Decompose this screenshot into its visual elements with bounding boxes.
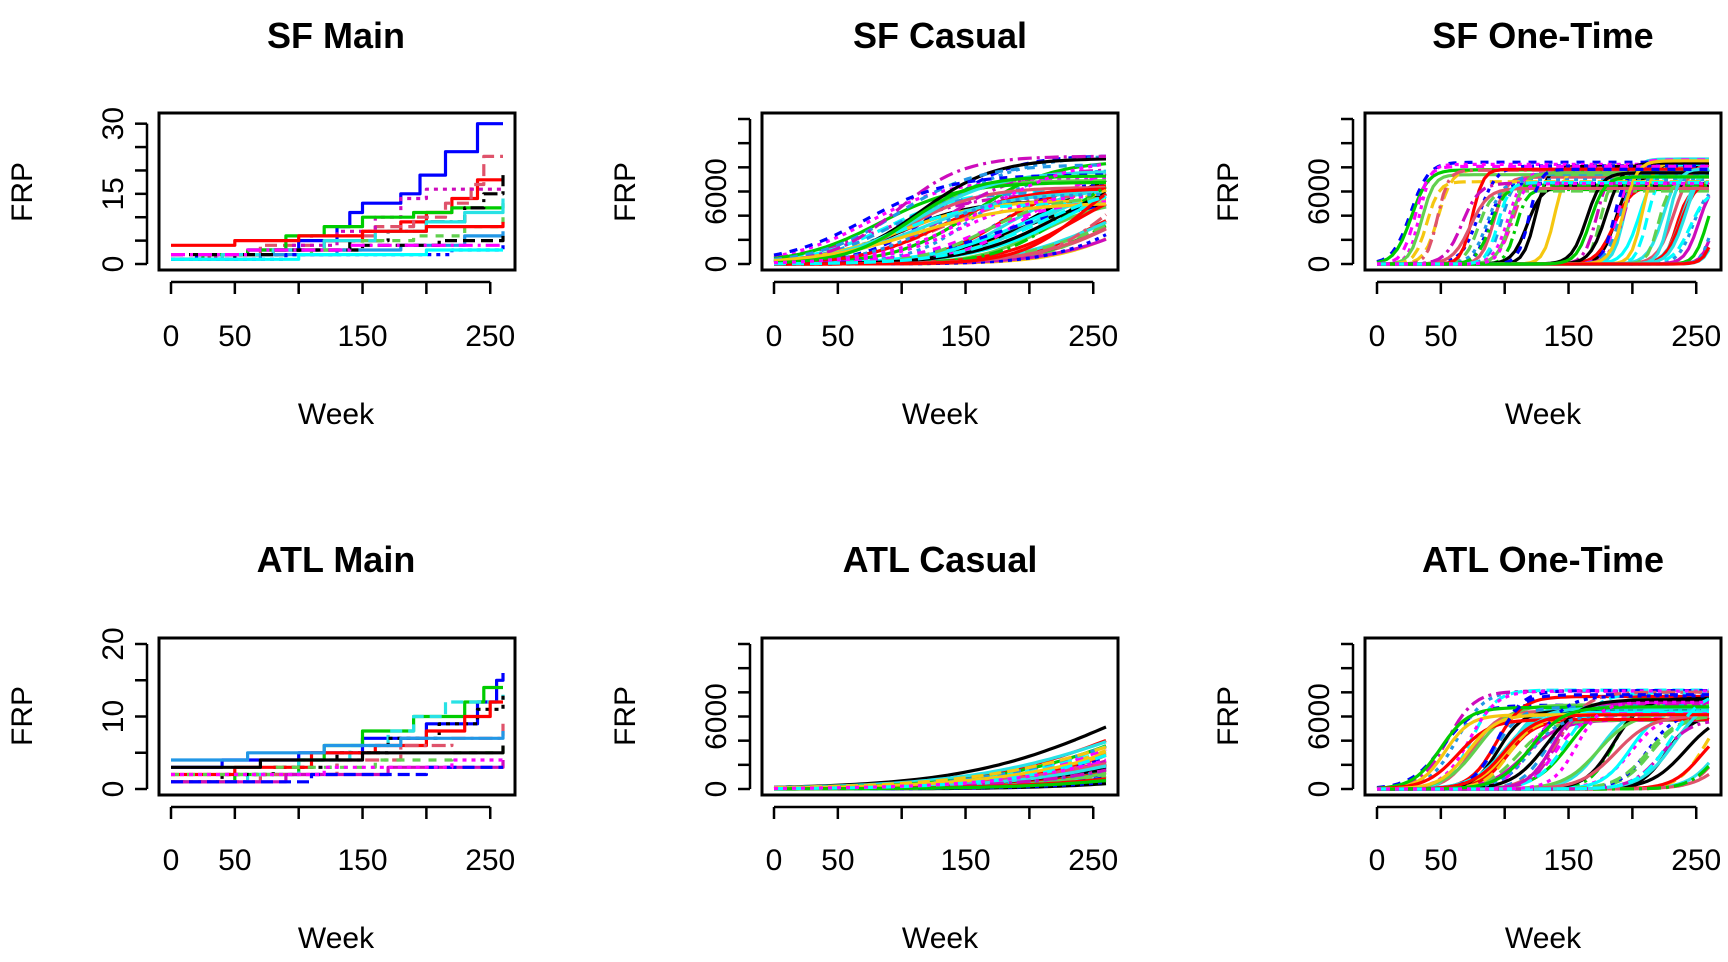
y-tick-label: 0	[700, 256, 733, 273]
x-tick-label: 0	[1369, 320, 1386, 353]
x-tick-label: 250	[465, 320, 515, 353]
series-line	[171, 122, 503, 261]
x-tick-label: 250	[465, 844, 515, 877]
series-group	[773, 725, 1107, 791]
series-line	[773, 202, 1107, 263]
y-axis-label: FRP	[6, 686, 39, 746]
y-axis-label: FRP	[1212, 686, 1245, 746]
x-tick-label: 150	[338, 844, 388, 877]
plot-frame	[760, 636, 1120, 797]
x-tick-label: 50	[218, 320, 251, 353]
panel-5: 0 50 150 250 0 6000 ATL One-Time Week FRP	[1212, 539, 1723, 955]
y-tick-label: 0	[97, 781, 130, 798]
x-tick-label: 150	[338, 320, 388, 353]
series-line	[773, 154, 1106, 263]
series-line	[1377, 182, 1709, 266]
y-tick-label: 6000	[700, 158, 733, 225]
x-tick-label: 150	[941, 844, 991, 877]
x-tick-label: 0	[163, 320, 180, 353]
panel-1: 0 50 150 250 0 6000 SF Casual Week FRP	[609, 15, 1120, 431]
series-group	[773, 154, 1107, 266]
plot-frame	[1363, 636, 1723, 797]
x-axis-label: Week	[298, 922, 375, 955]
y-axis-label: FRP	[6, 162, 39, 222]
y-tick-label: 30	[97, 107, 130, 140]
y-tick-label: 0	[1303, 781, 1336, 798]
y-tick-label: 0	[1303, 256, 1336, 273]
panel-title: ATL Main	[257, 539, 416, 580]
x-tick-label: 0	[766, 844, 783, 877]
panel-title: ATL Casual	[843, 539, 1038, 580]
x-axis-label: Week	[298, 398, 375, 431]
series-line	[171, 731, 505, 762]
plot-frame	[157, 636, 517, 797]
y-tick-label: 6000	[700, 683, 733, 750]
series-line	[774, 758, 1107, 790]
series-line	[171, 248, 503, 261]
y-axis-label: FRP	[1212, 162, 1245, 222]
x-tick-label: 250	[1068, 320, 1118, 353]
x-axis-label: Week	[1505, 398, 1582, 431]
y-axis-label: FRP	[609, 686, 642, 746]
series-line	[171, 198, 505, 261]
y-tick-label: 0	[97, 256, 130, 273]
x-tick-label: 50	[821, 844, 854, 877]
x-axis-label: Week	[902, 398, 979, 431]
plot-frame	[157, 111, 517, 272]
y-tick-label: 20	[97, 627, 130, 660]
y-tick-label: 15	[97, 177, 130, 210]
y-axis-label: FRP	[609, 162, 642, 222]
x-axis-label: Week	[902, 922, 979, 955]
series-line	[773, 174, 1107, 265]
x-tick-label: 150	[1544, 320, 1594, 353]
x-tick-label: 50	[1424, 320, 1457, 353]
series-line	[171, 154, 503, 261]
y-tick-label: 0	[700, 781, 733, 798]
series-line	[171, 745, 505, 769]
series-line	[171, 221, 505, 247]
x-tick-label: 150	[941, 320, 991, 353]
series-line	[773, 163, 1107, 262]
series-line	[1376, 164, 1709, 266]
series-line	[1377, 700, 1709, 791]
x-axis-label: Week	[1505, 922, 1582, 955]
series-line	[171, 243, 503, 257]
x-tick-label: 50	[1424, 844, 1457, 877]
x-tick-label: 50	[821, 320, 854, 353]
x-tick-label: 250	[1671, 320, 1721, 353]
series-group	[171, 673, 505, 784]
y-tick-label: 6000	[1303, 683, 1336, 750]
x-tick-label: 0	[1369, 844, 1386, 877]
y-tick-label: 6000	[1303, 158, 1336, 225]
panel-4: 0 50 150 250 0 6000 ATL Casual Week FRP	[609, 539, 1120, 955]
series-group	[1376, 688, 1711, 791]
y-tick-label: 10	[97, 700, 130, 733]
panel-title: ATL One-Time	[1422, 539, 1664, 580]
panel-title: SF Casual	[853, 15, 1027, 56]
series-line	[171, 178, 503, 261]
series-line	[171, 765, 503, 784]
series-group	[171, 122, 505, 261]
panel-0: 0 50 150 250 0 15 30 SF Main Week FRP	[6, 15, 517, 431]
panel-title: SF One-Time	[1432, 15, 1653, 56]
x-tick-label: 250	[1671, 844, 1721, 877]
series-line	[773, 162, 1107, 265]
x-tick-label: 150	[1544, 844, 1594, 877]
x-tick-label: 250	[1068, 844, 1118, 877]
series-line	[171, 231, 505, 261]
panel-2: 0 50 150 250 0 6000 SF One-Time Week FRP	[1212, 15, 1723, 431]
x-tick-label: 0	[163, 844, 180, 877]
panel-title: SF Main	[267, 15, 405, 56]
panel-3: 0 50 150 250 0 10 20 ATL Main Week FRP	[6, 539, 517, 955]
plot-frame	[1363, 111, 1723, 272]
series-line	[171, 758, 503, 777]
x-tick-label: 0	[766, 320, 783, 353]
series-line	[774, 194, 1107, 266]
plot-frame	[760, 111, 1120, 272]
series-group	[1376, 157, 1711, 266]
x-tick-label: 50	[218, 844, 251, 877]
